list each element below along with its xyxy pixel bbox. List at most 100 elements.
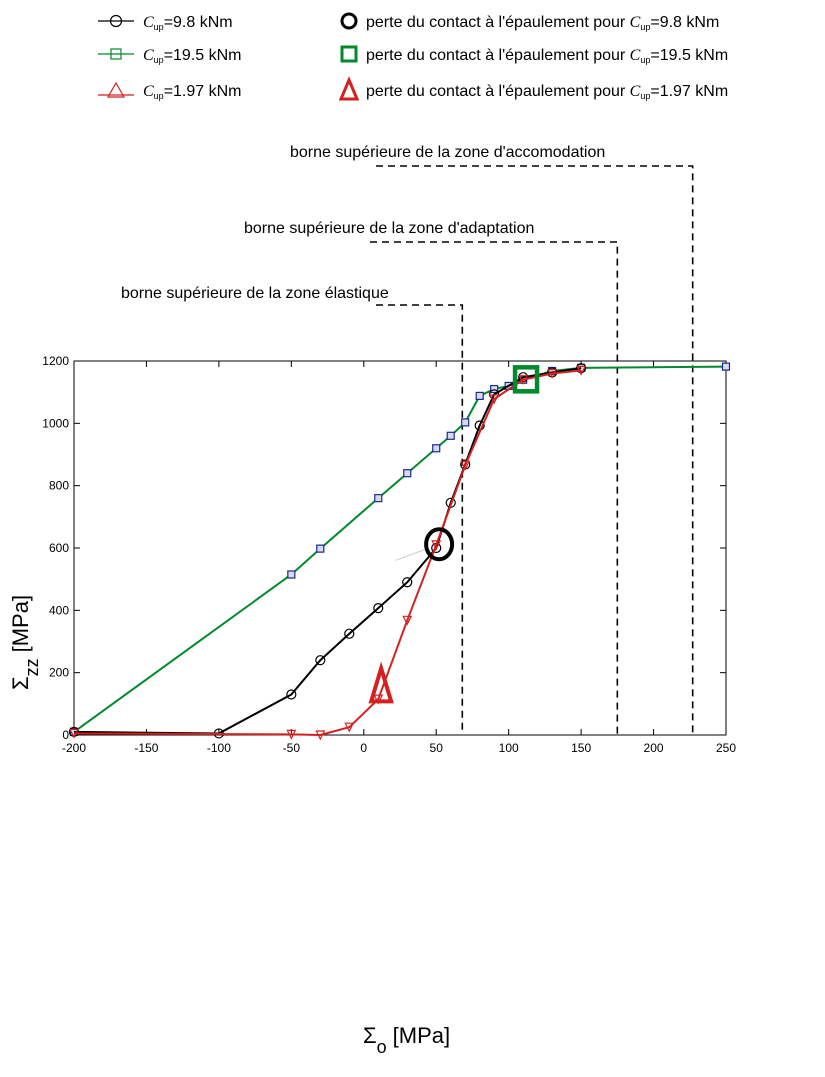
legend-label: =19.5 kNm xyxy=(164,47,242,64)
legend-contact-entry-cup-19-5: perte du contact à l'épaulement pour Cup… xyxy=(340,45,728,65)
bound-line xyxy=(376,165,694,735)
circle-marker-icon xyxy=(340,12,358,30)
data-point xyxy=(402,577,413,588)
legend-subscript: up xyxy=(640,91,650,101)
bound-annotations: borne supérieure de la zone d'accomodati… xyxy=(121,144,694,735)
contact-markers xyxy=(368,365,540,704)
data-point xyxy=(721,362,731,371)
x-tick-label: 50 xyxy=(430,741,444,755)
data-point xyxy=(374,494,383,503)
legend-value: =19.5 kNm xyxy=(650,47,728,64)
contact-square-marker xyxy=(512,365,540,394)
legend-entry-cup-1-97: Cup=1.97 kNm xyxy=(98,81,242,101)
x-tick-label: -100 xyxy=(207,741,231,755)
data-point xyxy=(344,722,355,733)
data-point xyxy=(373,603,384,614)
data-point xyxy=(475,391,484,401)
legend-contact-label: perte du contact à l'épaulement pour xyxy=(366,14,630,31)
svg-text:perte du contact à l'épaulemen: perte du contact à l'épaulement pour Cup… xyxy=(366,83,728,101)
series-line xyxy=(73,365,727,733)
data-point xyxy=(287,570,296,579)
y-axis-label: Σzz[MPa] xyxy=(8,595,42,690)
data-point xyxy=(490,384,499,394)
y-axis-ticks: 0 200 400 600 800 1000 1200 xyxy=(42,354,726,742)
y-tick-label: 400 xyxy=(49,603,69,617)
legend-symbol: C xyxy=(143,83,154,100)
data-point xyxy=(446,431,455,440)
circle-marker-icon xyxy=(109,14,123,28)
x-axis-label: Σo [MPa] xyxy=(363,1023,450,1057)
x-tick-label: 200 xyxy=(644,741,664,755)
legend-symbol: C xyxy=(630,83,641,100)
contact-circle-marker xyxy=(424,527,455,562)
y-tick-label: 0 xyxy=(62,728,69,742)
data-point xyxy=(547,368,558,379)
legend-value: =9.8 kNm xyxy=(650,14,719,31)
x-tick-label: -50 xyxy=(283,741,301,755)
y-tick-label: 1000 xyxy=(42,416,69,430)
x-tick-label: 0 xyxy=(360,741,367,755)
x-axis-ticks: -200 -150 -100 -50 0 50 100 150 200 250 xyxy=(62,361,736,755)
x-tick-label: 150 xyxy=(571,741,591,755)
svg-text:Cup=19.5 kNm: Cup=19.5 kNm xyxy=(143,47,242,65)
legend-subscript: up xyxy=(640,55,650,65)
legend-entry-cup-19-5: Cup=19.5 kNm xyxy=(98,47,242,65)
data-point xyxy=(286,689,297,700)
data-point xyxy=(518,372,529,383)
bound-label-accomodation: borne supérieure de la zone d'accomodati… xyxy=(290,144,605,161)
legend-subscript: up xyxy=(154,55,164,65)
data-point xyxy=(403,469,412,478)
svg-text:perte du contact à l'épaulemen: perte du contact à l'épaulement pour Cup… xyxy=(366,47,728,65)
legend-symbol: C xyxy=(630,14,641,31)
legend-symbol: C xyxy=(143,14,154,31)
svg-text:Cup=9.8 kNm: Cup=9.8 kNm xyxy=(143,14,233,32)
data-point xyxy=(315,655,326,666)
square-marker-icon xyxy=(340,45,358,63)
x-tick-label: -200 xyxy=(62,741,86,755)
plot-frame xyxy=(73,360,727,736)
legend-contact-label: perte du contact à l'épaulement pour xyxy=(366,47,630,64)
bound-label-elastic: borne supérieure de la zone élastique xyxy=(121,285,389,302)
x-tick-label: -150 xyxy=(134,741,158,755)
data-point xyxy=(431,540,442,551)
legend-contact-label: perte du contact à l'épaulement pour xyxy=(366,83,630,100)
data-point xyxy=(461,418,470,427)
legend-value: =1.97 kNm xyxy=(650,83,728,100)
data-point xyxy=(518,375,529,386)
data-point xyxy=(69,728,79,739)
legend-subscript: up xyxy=(154,91,164,101)
data-point xyxy=(286,729,297,740)
legend-label: =1.97 kNm xyxy=(164,83,242,100)
legend-entry-cup-9-8: Cup=9.8 kNm xyxy=(98,14,233,32)
x-tick-label: 250 xyxy=(716,741,736,755)
bound-label-adaptation: borne supérieure de la zone d'adaptation xyxy=(244,220,534,237)
legend: Cup=9.8 kNm Cup=19.5 kNm Cup=1.97 kNm xyxy=(98,14,242,101)
contact-triangle-marker xyxy=(368,661,394,704)
legend-label: =9.8 kNm xyxy=(164,14,233,31)
leader-line xyxy=(395,549,425,561)
legend-contact-entry-cup-9-8: perte du contact à l'épaulement pour Cup… xyxy=(340,12,719,32)
series-group xyxy=(68,362,731,741)
svg-text:perte du contact à l'épaulemen: perte du contact à l'épaulement pour Cup… xyxy=(366,14,719,32)
data-point xyxy=(402,615,413,626)
triangle-marker-icon xyxy=(338,76,360,101)
data-point xyxy=(432,444,441,453)
data-point xyxy=(576,365,587,376)
legend-symbol: C xyxy=(630,47,641,64)
square-marker-icon xyxy=(110,48,122,60)
data-point xyxy=(344,628,355,639)
bound-line xyxy=(370,241,619,735)
data-point xyxy=(373,694,384,705)
data-point xyxy=(460,460,471,471)
y-tick-label: 600 xyxy=(49,541,69,555)
legend-contact: perte du contact à l'épaulement pour Cup… xyxy=(338,12,728,101)
legend-symbol: C xyxy=(143,47,154,64)
svg-text:Cup=1.97 kNm: Cup=1.97 kNm xyxy=(143,83,242,101)
data-point xyxy=(316,544,325,553)
legend-contact-entry-cup-1-97: perte du contact à l'épaulement pour Cup… xyxy=(338,76,728,101)
legend-subscript: up xyxy=(640,22,650,32)
series-line xyxy=(73,369,582,736)
data-point xyxy=(576,363,587,374)
series-line xyxy=(73,367,582,735)
bound-line xyxy=(376,304,464,735)
